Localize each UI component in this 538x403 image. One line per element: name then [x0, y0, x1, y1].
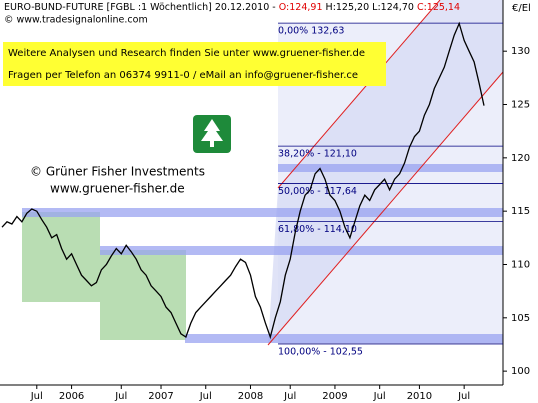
y-tick-label: 105: [511, 313, 530, 324]
channel-fill: [268, 0, 503, 345]
y-tick-label: 110: [511, 259, 530, 270]
fib-label: 100,00% - 102,55: [278, 346, 363, 357]
y-tick-label: 130: [511, 46, 530, 57]
ad-line: Fragen per Telefon an 06374 9911-0 / eMa…: [8, 70, 358, 81]
x-tick-label: Jul: [373, 391, 386, 402]
support-band: [22, 208, 503, 217]
y-tick-label: 115: [511, 206, 530, 217]
logo: [193, 115, 231, 153]
support-band: [278, 164, 503, 172]
x-tick-label: 2008: [238, 391, 263, 402]
url: www.gruener-fisher.de: [50, 182, 185, 196]
fib-label: 38,20% - 121,10: [278, 149, 357, 160]
x-tick-label: 2006: [59, 391, 84, 402]
channel-line: [267, 71, 504, 346]
ad-line: Weitere Analysen und Research finden Sie…: [8, 48, 365, 59]
instrument: EURO-BUND-FUTURE [FGBL :1 Wöchentlich] 2…: [4, 2, 276, 13]
green-zone: [22, 212, 100, 302]
fib-label: 50,00% - 117,64: [278, 186, 357, 197]
x-tick-label: Jul: [457, 391, 470, 402]
price-line: [1, 21, 485, 340]
close: C:125,14: [417, 2, 460, 13]
open: O:124,91: [279, 2, 323, 13]
channel-line: [277, 0, 441, 189]
x-tick-label: 2009: [322, 391, 347, 402]
y-unit: €/El: [512, 3, 531, 14]
y-tick-label: 100: [511, 366, 530, 377]
ad-box: [3, 42, 386, 86]
brand: © Grüner Fisher Investments: [30, 165, 205, 179]
source: © www.tradesignalonline.com: [4, 15, 148, 26]
support-band: [100, 246, 503, 255]
x-tick-label: Jul: [283, 391, 296, 402]
header: EURO-BUND-FUTURE [FGBL :1 Wöchentlich] 2…: [4, 2, 460, 13]
x-tick-label: 2010: [407, 391, 432, 402]
support-band: [185, 334, 503, 343]
x-tick-label: 2007: [148, 391, 173, 402]
low: L:124,70: [372, 2, 414, 13]
x-tick-label: Jul: [114, 391, 127, 402]
fib-label: 61,80% - 114,10: [278, 224, 357, 235]
fib-label: 0,00% 132,63: [278, 26, 344, 37]
x-tick-label: Jul: [199, 391, 212, 402]
high: H:125,20: [326, 2, 370, 13]
y-tick-label: 125: [511, 100, 530, 111]
y-tick-label: 120: [511, 153, 530, 164]
green-zone: [100, 250, 186, 340]
x-tick-label: Jul: [30, 391, 43, 402]
